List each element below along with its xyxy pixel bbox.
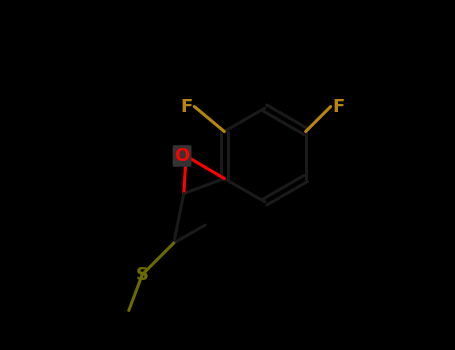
Text: F: F — [180, 98, 192, 116]
Text: S: S — [136, 266, 149, 284]
Text: O: O — [174, 147, 190, 165]
Text: F: F — [333, 98, 345, 116]
